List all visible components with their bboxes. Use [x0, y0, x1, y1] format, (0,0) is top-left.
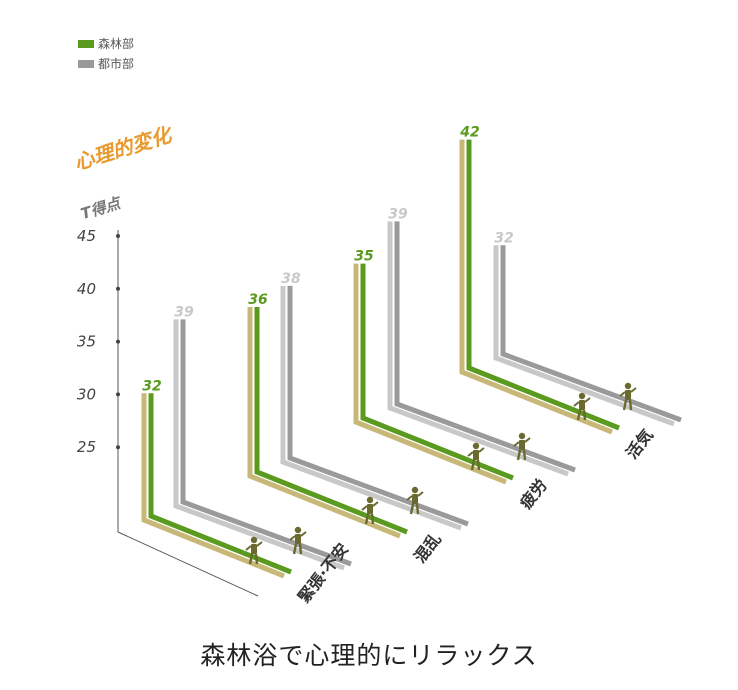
city-bar-2-dark — [394, 221, 576, 473]
person-icon — [406, 486, 424, 515]
y-tick-label: 40 — [77, 280, 96, 298]
legend-label-city: 都市部 — [98, 57, 135, 71]
city-value-label-0: 39 — [174, 304, 194, 320]
y-tick-label: 25 — [77, 438, 96, 456]
forest-value-label-2: 35 — [354, 249, 374, 265]
city-value-label-1: 38 — [281, 271, 301, 287]
y-tick-mark — [116, 339, 120, 344]
legend: 森林部 都市部 — [78, 34, 134, 74]
caption: 森林浴で心理的にリラックス — [200, 641, 538, 670]
city-bar-3-light — [493, 245, 675, 427]
forest-bar-1-light — [247, 307, 401, 539]
forest-bar-0-light — [141, 393, 285, 579]
legend-item-city: 都市部 — [78, 54, 134, 74]
forest-bar-3-light — [459, 139, 613, 435]
category-label-3: 活気 — [622, 426, 657, 463]
person-icon — [513, 432, 531, 461]
y-tick-mark — [116, 392, 120, 397]
forest-value-label-0: 32 — [142, 378, 161, 394]
forest-bar-1-dark — [254, 307, 408, 535]
legend-item-forest: 森林部 — [78, 34, 134, 54]
city-bar-2-light — [387, 221, 569, 477]
city-bar-1-dark — [287, 285, 469, 527]
forest-bar-2-dark — [360, 263, 514, 481]
city-swatch — [78, 60, 94, 68]
category-label-0: 緊張·不安 — [294, 540, 352, 607]
person-icon — [289, 526, 307, 555]
forest-value-label-3: 42 — [459, 125, 479, 141]
legend-label-forest: 森林部 — [98, 37, 135, 51]
y-tick-mark — [116, 286, 120, 291]
city-bar-1-light — [280, 285, 462, 531]
person-icon — [619, 382, 637, 411]
y-tick-label: 35 — [77, 333, 96, 351]
y-tick-mark — [116, 445, 120, 450]
y-tick-mark — [116, 234, 120, 238]
person-icon — [467, 442, 485, 471]
forest-swatch — [78, 40, 94, 48]
x-axis-line — [117, 531, 259, 597]
person-icon — [245, 536, 263, 565]
category-label-1: 混乱 — [410, 530, 445, 567]
city-bar-0-dark — [180, 319, 352, 567]
city-value-label-3: 32 — [494, 230, 513, 246]
forest-bar-0-dark — [148, 393, 292, 575]
person-icon — [573, 392, 591, 421]
y-tick-label: 45 — [77, 227, 96, 245]
category-label-2: 疲労 — [516, 476, 551, 513]
city-bar-3-dark — [500, 245, 682, 423]
person-icon — [361, 496, 379, 525]
forest-bar-3-dark — [466, 139, 620, 431]
city-bar-0-light — [173, 319, 345, 571]
forest-value-label-1: 36 — [248, 292, 268, 308]
forest-bar-2-light — [353, 263, 507, 485]
y-tick-label: 30 — [77, 385, 96, 403]
city-value-label-2: 39 — [388, 206, 408, 222]
